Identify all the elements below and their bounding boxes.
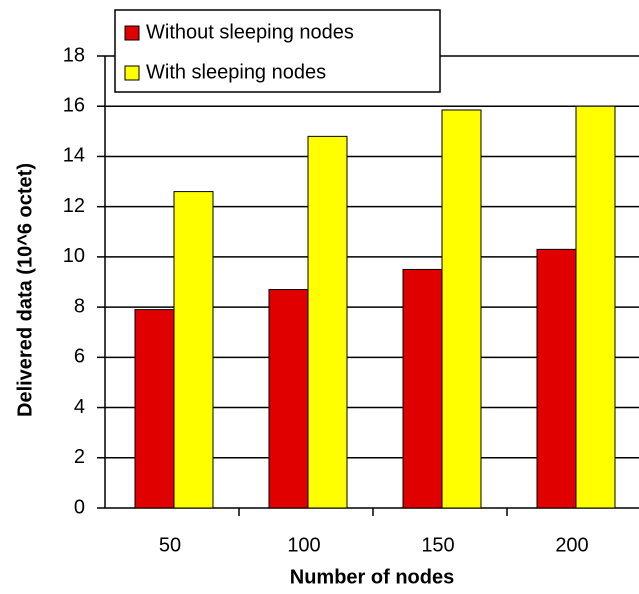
- y-tick-label: 8: [74, 295, 85, 317]
- y-tick-label: 14: [63, 145, 85, 167]
- bar: [536, 248, 577, 509]
- x-tick-label: 100: [287, 534, 320, 556]
- y-tick-label: 18: [63, 44, 85, 66]
- legend-swatch: [124, 25, 140, 41]
- bar: [173, 191, 214, 509]
- x-tick-label: 150: [421, 534, 454, 556]
- x-tick-label: 200: [555, 534, 588, 556]
- bar: [307, 135, 348, 509]
- bar: [134, 309, 175, 509]
- legend-box: [114, 9, 441, 93]
- y-axis-label: Delivered data (10^6 octet): [14, 163, 36, 417]
- x-axis-label: Number of nodes: [290, 566, 454, 588]
- bar: [441, 109, 482, 509]
- y-tick-label: 10: [63, 245, 85, 267]
- x-tick-label: 50: [159, 534, 181, 556]
- y-tick-label: 16: [63, 95, 85, 117]
- y-tick-label: 4: [74, 396, 85, 418]
- y-tick-label: 6: [74, 346, 85, 368]
- bar: [268, 289, 309, 509]
- legend-label: Without sleeping nodes: [146, 21, 354, 43]
- y-tick-label: 2: [74, 446, 85, 468]
- legend-label: With sleeping nodes: [146, 61, 326, 83]
- y-tick-label: 0: [74, 496, 85, 518]
- legend-swatch: [124, 65, 140, 81]
- bar: [402, 268, 443, 509]
- y-tick-label: 12: [63, 195, 85, 217]
- bar: [575, 105, 616, 509]
